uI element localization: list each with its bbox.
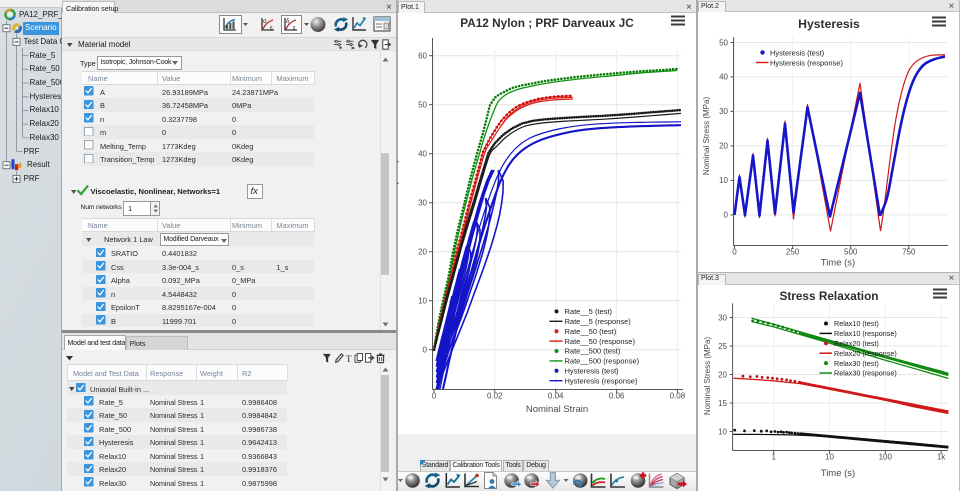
svg-text:Nominal Stress (MPa): Nominal Stress (MPa): [397, 160, 400, 253]
svg-text:30: 30: [719, 107, 728, 116]
svg-text:60: 60: [418, 52, 427, 61]
svg-text:0: 0: [432, 392, 437, 401]
svg-text:50: 50: [719, 38, 728, 47]
svg-text:0.08: 0.08: [670, 392, 686, 401]
svg-text:20: 20: [418, 248, 427, 257]
svg-text:1k: 1k: [937, 453, 946, 462]
svg-text:40: 40: [418, 150, 427, 159]
svg-text:Rate__5 (test): Rate__5 (test): [565, 307, 613, 316]
svg-text:30: 30: [718, 313, 727, 322]
svg-text:0: 0: [724, 211, 729, 220]
svg-text:0: 0: [732, 248, 737, 257]
svg-text:Hysteresis (test): Hysteresis (test): [565, 367, 620, 376]
svg-text:T: T: [346, 354, 352, 365]
svg-text:Hysteresis (response): Hysteresis (response): [565, 376, 638, 385]
svg-text:Relax20 (response): Relax20 (response): [834, 349, 897, 358]
svg-text:10: 10: [418, 297, 427, 306]
svg-text:Rate__50 (test): Rate__50 (test): [565, 327, 617, 336]
svg-text:250: 250: [786, 248, 800, 257]
svg-text:Nominal Stress (MPa): Nominal Stress (MPa): [702, 97, 711, 176]
svg-text:100: 100: [879, 453, 893, 462]
svg-text:50: 50: [418, 101, 427, 110]
svg-text:750: 750: [902, 248, 916, 257]
svg-text:δ: δ: [286, 19, 290, 25]
svg-text:1: 1: [771, 453, 776, 462]
svg-text:Relax10 (test): Relax10 (test): [834, 319, 879, 328]
svg-text:10: 10: [718, 427, 727, 436]
svg-text:Hysteresis (test): Hysteresis (test): [770, 48, 825, 57]
svg-text:25: 25: [718, 342, 727, 351]
svg-text:40: 40: [719, 73, 728, 82]
svg-text:ε: ε: [270, 26, 273, 32]
svg-text:Nominal Stress (MPa): Nominal Stress (MPa): [703, 337, 712, 416]
svg-text:Rate__50 (response): Rate__50 (response): [565, 337, 636, 346]
svg-text:15: 15: [718, 399, 727, 408]
svg-text:ε: ε: [293, 26, 296, 32]
svg-text:Rate__500 (test): Rate__500 (test): [565, 347, 621, 356]
svg-text:500: 500: [844, 248, 858, 257]
svg-text:Hysteresis (response): Hysteresis (response): [770, 58, 843, 67]
svg-text:Relax30 (response): Relax30 (response): [834, 369, 897, 378]
svg-text:Rate__500 (response): Rate__500 (response): [565, 357, 640, 366]
svg-text:Time (s): Time (s): [821, 258, 855, 269]
svg-text:Rate__5 (response): Rate__5 (response): [565, 317, 632, 326]
svg-text:0.06: 0.06: [609, 392, 625, 401]
svg-text:Relax10 (response): Relax10 (response): [834, 329, 897, 338]
svg-text:10: 10: [825, 453, 834, 462]
svg-text:0.04: 0.04: [548, 392, 564, 401]
svg-text:Relax30 (test): Relax30 (test): [834, 359, 879, 368]
svg-text:20: 20: [719, 142, 728, 151]
svg-text:Relax20 (test): Relax20 (test): [834, 339, 879, 348]
svg-text:20: 20: [718, 370, 727, 379]
svg-text:Time (s): Time (s): [821, 468, 855, 479]
svg-text:σ: σ: [263, 19, 267, 25]
svg-text:30: 30: [418, 199, 427, 208]
svg-text:10: 10: [719, 176, 728, 185]
svg-text:0: 0: [423, 346, 428, 355]
svg-text:0.02: 0.02: [487, 392, 503, 401]
svg-text:Nominal Strain: Nominal Strain: [526, 404, 588, 415]
